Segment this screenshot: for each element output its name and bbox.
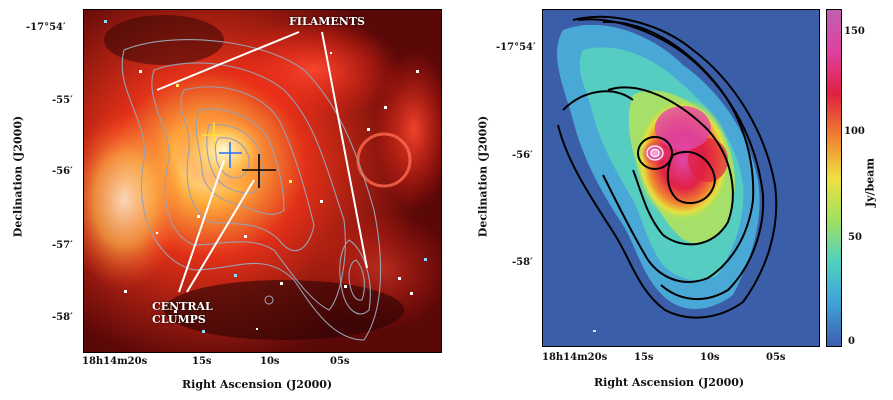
colorbar-tick-150: 150 (844, 26, 865, 37)
left-ytick-57: -57′ (52, 240, 73, 251)
right-yaxis-title: Declination (J2000) (476, 115, 490, 238)
left-xtick-20s: 18h14m20s (82, 356, 148, 367)
central-clumps-line1: CENTRAL (152, 300, 213, 313)
colorbar-gradient (827, 10, 841, 346)
colorbar (826, 9, 842, 347)
right-heatmap-image (543, 10, 819, 346)
right-xtick-20s: 18h14m20s (542, 352, 608, 363)
left-ytick-56: -56′ (52, 166, 73, 177)
left-ytick-58: -58′ (52, 312, 73, 323)
colorbar-tick-0: 0 (848, 336, 855, 347)
right-xaxis-title: Right Ascension (J2000) (594, 376, 745, 389)
right-heatmap-plot (542, 9, 820, 347)
right-xtick-15s: 15s (634, 352, 654, 363)
left-image-plot: FILAMENTS CENTRAL CLUMPS (83, 9, 442, 353)
right-panel: -17°54′ -56′ -58′ 18h14m20s 15s 10s 05s … (448, 0, 893, 400)
left-panel: FILAMENTS CENTRAL CLUMPS -17°54′ -55′ -5… (0, 0, 445, 400)
filaments-label: FILAMENTS (289, 15, 365, 28)
left-xtick-10s: 10s (260, 356, 280, 367)
right-ytick-54: -17°54′ (496, 42, 536, 53)
left-infrared-image (84, 10, 441, 352)
left-ytick-54: -17°54′ (26, 22, 66, 33)
left-xaxis-title: Right Ascension (J2000) (182, 378, 333, 391)
right-xtick-05s: 05s (766, 352, 786, 363)
colorbar-label: Jy/beam (863, 157, 877, 208)
right-ytick-56: -56′ (512, 150, 533, 161)
central-clumps-line2: CLUMPS (152, 313, 206, 326)
left-xtick-15s: 15s (192, 356, 212, 367)
right-ytick-58: -58′ (512, 257, 533, 268)
colorbar-tick-50: 50 (848, 232, 862, 243)
left-yaxis-title: Declination (J2000) (11, 115, 25, 238)
central-clumps-label: CENTRAL CLUMPS (152, 300, 213, 326)
left-ytick-55: -55′ (52, 95, 73, 106)
right-xtick-10s: 10s (700, 352, 720, 363)
left-xtick-05s: 05s (330, 356, 350, 367)
colorbar-tick-100: 100 (844, 126, 865, 137)
